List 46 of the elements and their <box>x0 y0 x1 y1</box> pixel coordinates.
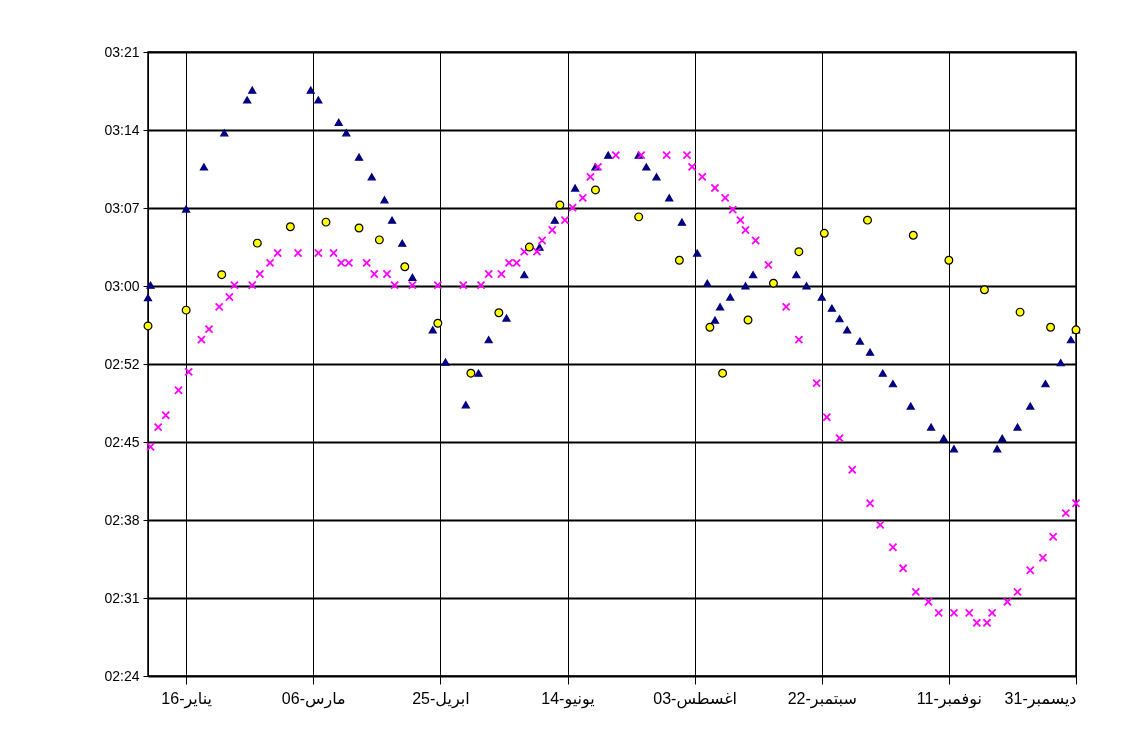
point <box>908 230 918 240</box>
y-tick-label: 02:31 <box>104 589 140 606</box>
point <box>819 228 829 238</box>
point <box>705 322 715 332</box>
point <box>143 321 153 331</box>
point <box>794 247 804 257</box>
point <box>524 242 534 252</box>
point <box>252 238 262 248</box>
y-tick-label: 03:21 <box>104 43 140 60</box>
x-tick-label: 25-ابريل <box>412 689 470 709</box>
y-tick-label: 02:24 <box>104 667 140 684</box>
point <box>400 262 410 272</box>
point <box>217 270 227 280</box>
point <box>768 278 778 288</box>
point <box>944 255 954 265</box>
x-tick-label: 06-مارس <box>281 689 346 709</box>
point <box>634 212 644 222</box>
point <box>466 368 476 378</box>
point <box>591 185 600 195</box>
point <box>980 285 989 295</box>
x-tick-label: 16-يناير <box>161 689 212 709</box>
y-tick-label: 03:14 <box>104 121 140 138</box>
x-tick-label: 03-اغسطس <box>653 689 737 709</box>
y-tick-label: 02:45 <box>104 433 140 450</box>
x-tick-label: 31-ديسمبر <box>1004 689 1077 709</box>
point <box>321 217 331 227</box>
x-tick-label: 22-سبتمبر <box>787 689 857 709</box>
point <box>555 200 565 210</box>
point <box>718 368 728 378</box>
point <box>1015 307 1025 317</box>
point <box>354 223 364 233</box>
point <box>374 235 384 245</box>
point <box>494 308 504 318</box>
point <box>1046 322 1056 332</box>
x-tick-label: 14-يونيو <box>541 689 595 709</box>
y-tick-label: 03:00 <box>104 277 140 294</box>
point <box>863 215 872 225</box>
point <box>181 305 191 315</box>
x-tick-label: 11-نوفمبر <box>916 689 982 709</box>
point <box>285 222 295 232</box>
point <box>674 255 684 265</box>
y-tick-label: 02:52 <box>104 355 140 372</box>
y-tick-label: 02:38 <box>104 511 140 528</box>
y-tick-label: 03:07 <box>104 199 140 216</box>
point <box>743 315 753 325</box>
point <box>433 318 443 328</box>
